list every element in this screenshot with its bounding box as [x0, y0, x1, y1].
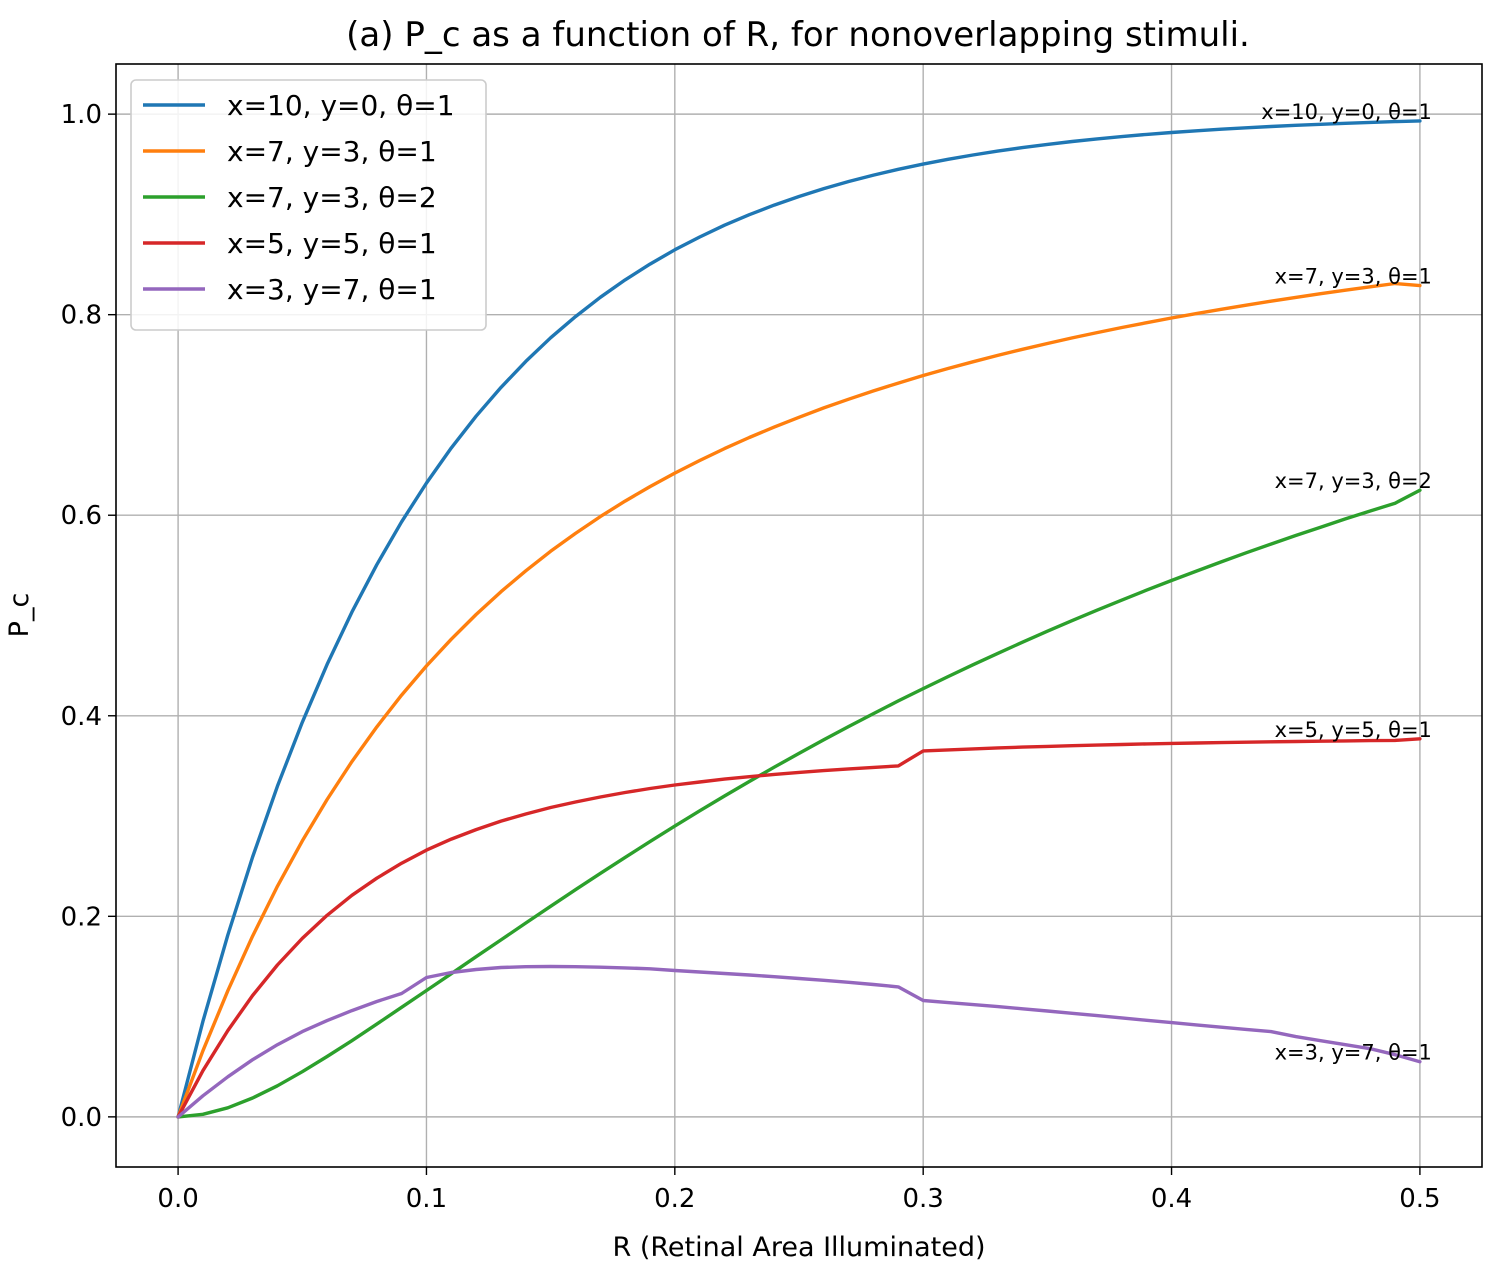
axis-ticks: 0.0 0.1 0.2 0.3 0.4 0.5 0.0 0.2 0.4 0.6 0.8 1.0	[61, 100, 1441, 1214]
y-tick-label: 0.8	[61, 301, 102, 331]
legend: x=10, y=0, θ=1 x=7, y=3, θ=1 x=7, y=3, θ=2…	[130, 79, 487, 331]
y-tick-label: 1.0	[61, 100, 102, 130]
legend-label-3: x=7, y=3, θ=2	[227, 181, 437, 214]
series-end-label-1: x=10, y=0, θ=1	[1261, 100, 1432, 124]
legend-label-4: x=5, y=5, θ=1	[227, 227, 437, 260]
legend-box	[130, 79, 487, 331]
series-line-1	[176, 119, 1422, 1119]
plot-frame	[115, 63, 1483, 1168]
x-tick-label: 0.0	[157, 1184, 198, 1214]
x-axis-label: R (Retinal Area Illuminated)	[613, 1232, 986, 1263]
x-tick-label: 0.4	[1151, 1184, 1192, 1214]
series-line-2	[176, 281, 1422, 1119]
x-tick-label: 0.2	[654, 1184, 695, 1214]
legend-label-5: x=3, y=7, θ=1	[227, 273, 437, 306]
y-tick-label: 0.2	[61, 902, 102, 932]
series-end-label-4: x=5, y=5, θ=1	[1275, 718, 1432, 742]
y-axis-label: P_c	[4, 593, 35, 638]
legend-label-1: x=10, y=0, θ=1	[227, 89, 455, 122]
series-line-3	[176, 488, 1422, 1119]
y-tick-label: 0.0	[61, 1103, 102, 1133]
x-tick-label: 0.1	[406, 1184, 447, 1214]
x-tick-label: 0.3	[903, 1184, 944, 1214]
series-line-5	[176, 964, 1422, 1119]
series-end-labels: x=10, y=0, θ=1 x=7, y=3, θ=1 x=7, y=3, θ=2…	[1261, 100, 1432, 1065]
x-tick-label: 0.5	[1399, 1184, 1440, 1214]
y-tick-label: 0.4	[61, 702, 102, 732]
chart-title: (a) P_c as a function of R, for nonoverl…	[346, 15, 1250, 55]
legend-label-2: x=7, y=3, θ=1	[227, 135, 437, 168]
series-end-label-5: x=3, y=7, θ=1	[1275, 1041, 1432, 1065]
series-line-4	[176, 737, 1422, 1119]
grid	[116, 64, 1482, 1167]
series-group	[176, 119, 1422, 1119]
series-end-label-2: x=7, y=3, θ=1	[1275, 265, 1432, 289]
series-end-label-3: x=7, y=3, θ=2	[1275, 469, 1432, 493]
y-tick-label: 0.6	[61, 501, 102, 531]
